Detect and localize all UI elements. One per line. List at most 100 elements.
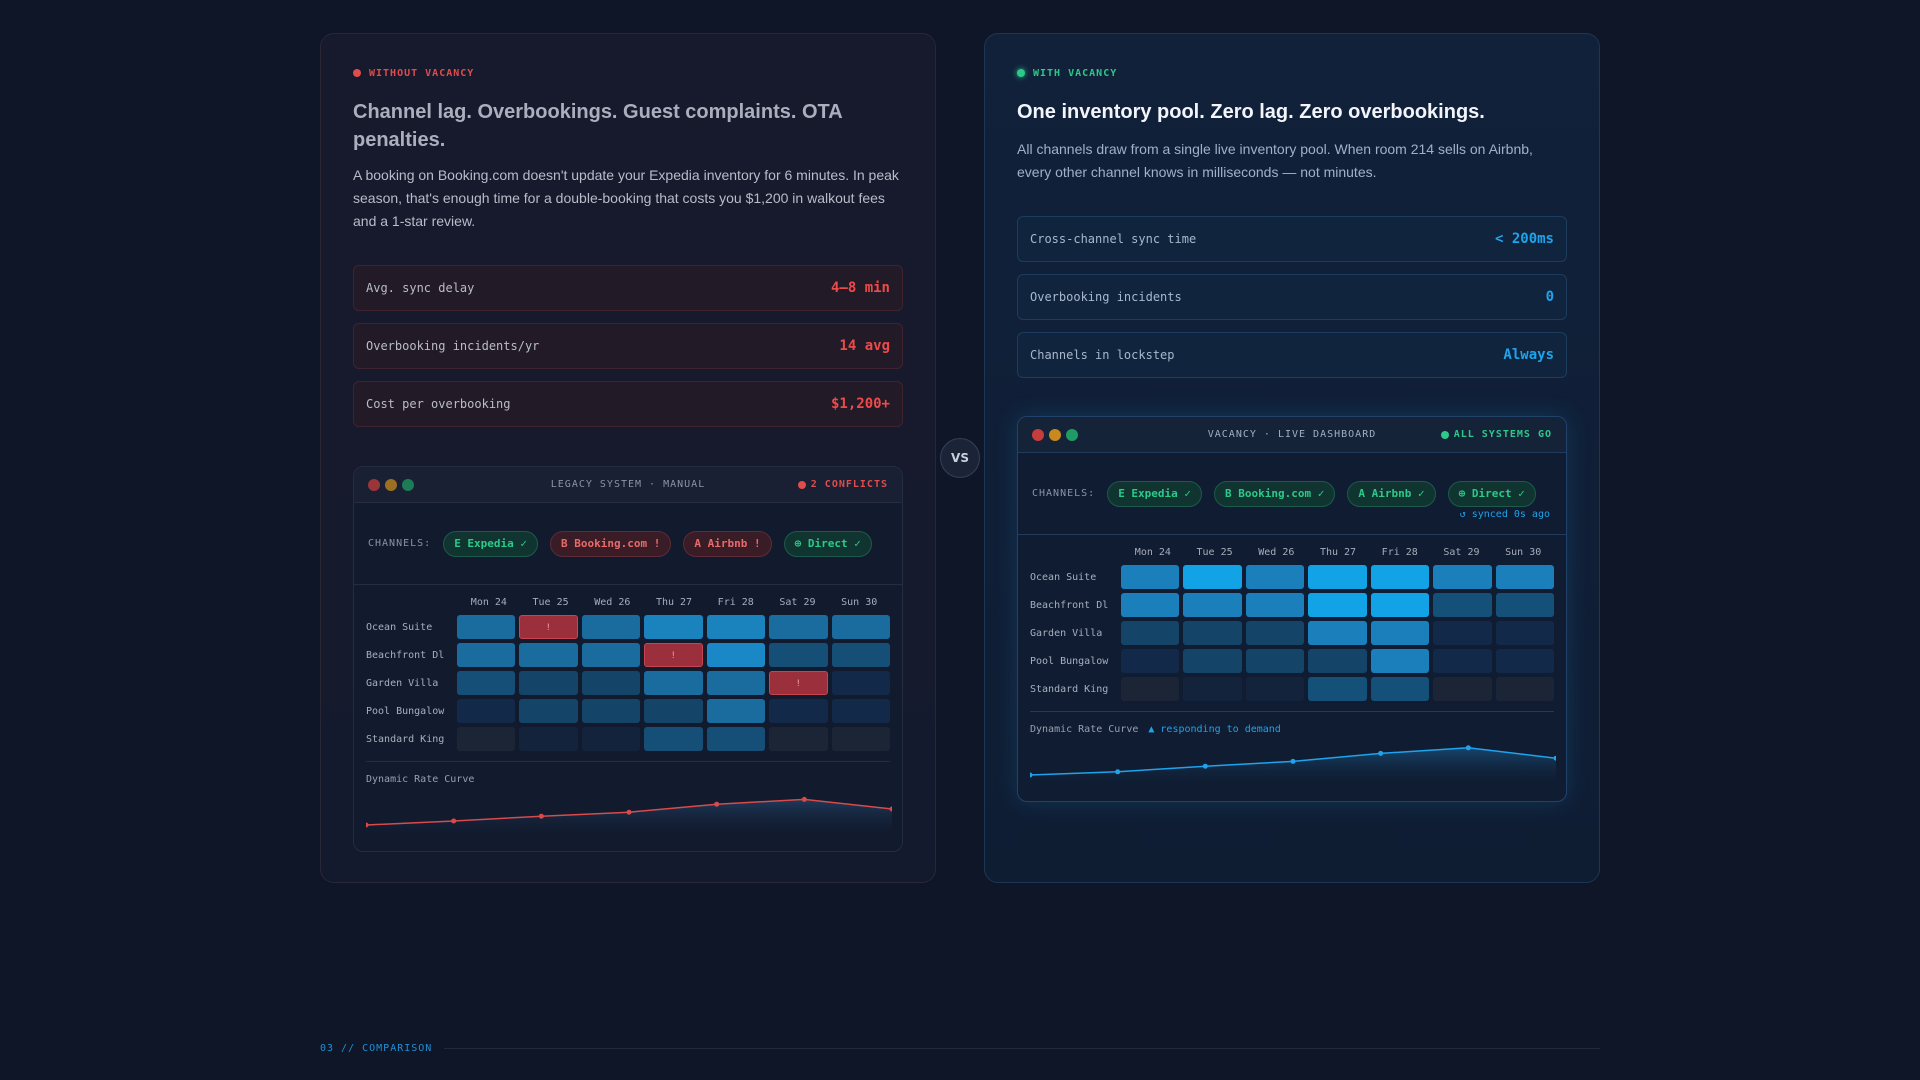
rate-curve-header: Dynamic Rate Curve ▲ responding to deman… (1030, 724, 1554, 735)
availability-cell[interactable] (1245, 649, 1304, 673)
availability-cell[interactable] (1308, 621, 1367, 645)
availability-cell[interactable] (1183, 649, 1242, 673)
availability-cell[interactable] (1433, 621, 1492, 645)
availability-cell[interactable] (1495, 677, 1554, 701)
availability-cell[interactable] (706, 671, 765, 695)
channel-chip[interactable]: B Booking.com ✓ (1214, 480, 1336, 507)
conflict-cell[interactable]: ! (519, 615, 578, 639)
availability-cell[interactable] (456, 643, 515, 667)
availability-cell[interactable] (831, 671, 890, 695)
availability-cell[interactable] (1245, 593, 1304, 617)
channel-chip[interactable]: ⊕ Direct ✓ (1447, 480, 1536, 507)
availability-cell[interactable] (831, 727, 890, 751)
availability-cell[interactable] (519, 699, 578, 723)
availability-cell[interactable] (581, 671, 640, 695)
availability-cell[interactable] (769, 727, 828, 751)
availability-cell[interactable] (644, 615, 703, 639)
availability-cell[interactable] (1120, 621, 1179, 645)
stat-value: 14 avg (839, 338, 890, 354)
availability-cell[interactable] (1183, 593, 1242, 617)
room-name: Ocean Suite (1030, 571, 1097, 583)
availability-cell[interactable] (1120, 565, 1179, 589)
availability-cell[interactable] (581, 727, 640, 751)
availability-cell[interactable] (644, 699, 703, 723)
availability-cell[interactable] (456, 727, 515, 751)
room-name: Garden Villa (366, 677, 439, 689)
availability-cell[interactable] (581, 699, 640, 723)
maximize-window-icon[interactable] (402, 478, 414, 491)
availability-cell[interactable] (519, 727, 578, 751)
availability-cell[interactable] (644, 671, 703, 695)
availability-cell[interactable] (1370, 649, 1429, 673)
availability-cell[interactable] (706, 643, 765, 667)
tag-label: WITHOUT VACANCY (369, 67, 475, 79)
availability-cell[interactable] (644, 727, 703, 751)
availability-cell[interactable] (1433, 649, 1492, 673)
availability-cell[interactable] (706, 699, 765, 723)
availability-cell[interactable] (1370, 621, 1429, 645)
availability-cell[interactable] (1308, 565, 1367, 589)
channel-chip[interactable]: A Airbnb ✓ (1347, 480, 1436, 507)
channel-chip[interactable]: B Booking.com ! (550, 530, 672, 557)
availability-cell[interactable] (769, 615, 828, 639)
availability-cell[interactable] (1433, 565, 1492, 589)
minimize-window-icon[interactable] (1049, 428, 1061, 441)
channel-chip[interactable]: E Expedia ✓ (1107, 480, 1203, 507)
availability-cell[interactable] (1308, 677, 1367, 701)
channels-label: CHANNELS: (368, 538, 432, 549)
availability-cell[interactable] (1495, 565, 1554, 589)
availability-cell[interactable] (769, 699, 828, 723)
availability-cell[interactable] (831, 643, 890, 667)
status-dot-icon (797, 480, 806, 489)
availability-cell[interactable] (519, 671, 578, 695)
panel-description: A booking on Booking.com doesn't update … (353, 167, 899, 229)
room-cells (1120, 677, 1554, 701)
channel-chip[interactable]: E Expedia ✓ (443, 530, 539, 557)
availability-cell[interactable] (1245, 677, 1304, 701)
availability-cell[interactable] (519, 643, 578, 667)
rate-curve-point (366, 822, 369, 828)
availability-cell[interactable] (831, 615, 890, 639)
availability-cell[interactable] (1308, 593, 1367, 617)
availability-cell[interactable] (769, 643, 828, 667)
availability-cell[interactable] (1183, 565, 1242, 589)
conflict-cell[interactable]: ! (769, 671, 828, 695)
availability-cell[interactable] (1370, 677, 1429, 701)
availability-cell[interactable] (1183, 677, 1242, 701)
availability-cell[interactable] (1433, 677, 1492, 701)
availability-cell[interactable] (581, 615, 640, 639)
availability-cell[interactable] (1370, 593, 1429, 617)
day-header: Sat 29 (1443, 547, 1480, 558)
availability-cell[interactable] (706, 615, 765, 639)
availability-grid: Mon 24 Tue 25 Wed 26 Thu 27 Fri 28 Sat 29 Sun … (354, 585, 902, 753)
section-label: 03 // COMPARISON (320, 1043, 433, 1054)
channel-chip[interactable]: ⊕ Direct ✓ (783, 530, 872, 557)
availability-cell[interactable] (1245, 621, 1304, 645)
availability-cell[interactable] (456, 671, 515, 695)
close-window-icon[interactable] (368, 478, 380, 491)
availability-cell[interactable] (706, 727, 765, 751)
availability-cell[interactable] (581, 643, 640, 667)
availability-cell[interactable] (1495, 621, 1554, 645)
minimize-window-icon[interactable] (385, 478, 397, 491)
availability-cell[interactable] (1433, 593, 1492, 617)
channel-chip[interactable]: A Airbnb ! (683, 530, 772, 557)
availability-cell[interactable] (831, 699, 890, 723)
conflict-cell[interactable]: ! (644, 643, 703, 667)
maximize-window-icon[interactable] (1066, 428, 1078, 441)
availability-cell[interactable] (1495, 649, 1554, 673)
day-header: Wed 26 (1258, 547, 1295, 558)
availability-cell[interactable] (1120, 677, 1179, 701)
close-window-icon[interactable] (1032, 428, 1044, 441)
availability-cell[interactable] (1183, 621, 1242, 645)
availability-cell[interactable] (1495, 593, 1554, 617)
availability-cell[interactable] (1120, 649, 1179, 673)
availability-cell[interactable] (1245, 565, 1304, 589)
availability-cell[interactable] (1308, 649, 1367, 673)
availability-cell[interactable] (456, 699, 515, 723)
day-header: Tue 25 (532, 597, 569, 608)
room-row: Beachfront Dl! (366, 641, 890, 669)
availability-cell[interactable] (1120, 593, 1179, 617)
availability-cell[interactable] (456, 615, 515, 639)
availability-cell[interactable] (1370, 565, 1429, 589)
